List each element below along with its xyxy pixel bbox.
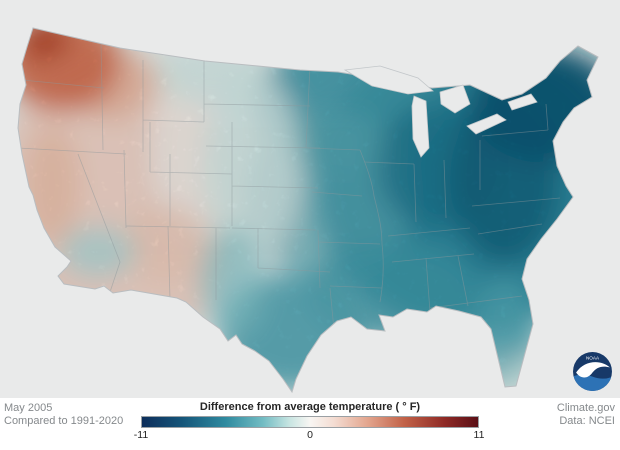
us-outline [17,27,599,394]
tick-min: -11 [133,429,149,441]
colorbar-ticks: -11 0 11 [134,429,485,442]
noaa-logo-text: NOAA [586,356,600,361]
legend-unit: ( ° F) [395,401,421,413]
state-borders [18,41,561,331]
tick-max: 11 [473,429,485,441]
legend-title-text: Difference from average temperature [199,401,393,413]
us-temperature-anomaly-map [17,27,599,394]
noaa-logo-bird [576,362,610,378]
noaa-logo: NOAA [572,351,613,392]
baseline-label: Compared to 1991-2020 [4,415,124,427]
lake-huron [439,84,471,114]
lake-erie [466,113,507,135]
noaa-logo-sea [573,374,612,391]
footer: May 2005 Compared to 1991-2020 Differenc… [0,398,620,450]
anomaly-color-field [18,28,598,392]
site-label: Climate.gov [556,402,615,414]
legend: Difference from average temperature ( ° … [134,401,485,442]
date-label: May 2005 [4,402,53,414]
data-source-label: Data: NCEI [559,415,615,427]
source-block: Climate.gov Data: NCEI [557,402,615,428]
lake-ontario [507,93,538,111]
great-lakes [343,65,538,158]
lake-michigan [411,95,430,158]
lake-superior [343,65,434,95]
legend-title: Difference from average temperature ( ° … [141,401,479,413]
colorbar [141,416,479,428]
tick-mid: 0 [307,429,313,441]
date-block: May 2005 Compared to 1991-2020 [4,402,123,428]
